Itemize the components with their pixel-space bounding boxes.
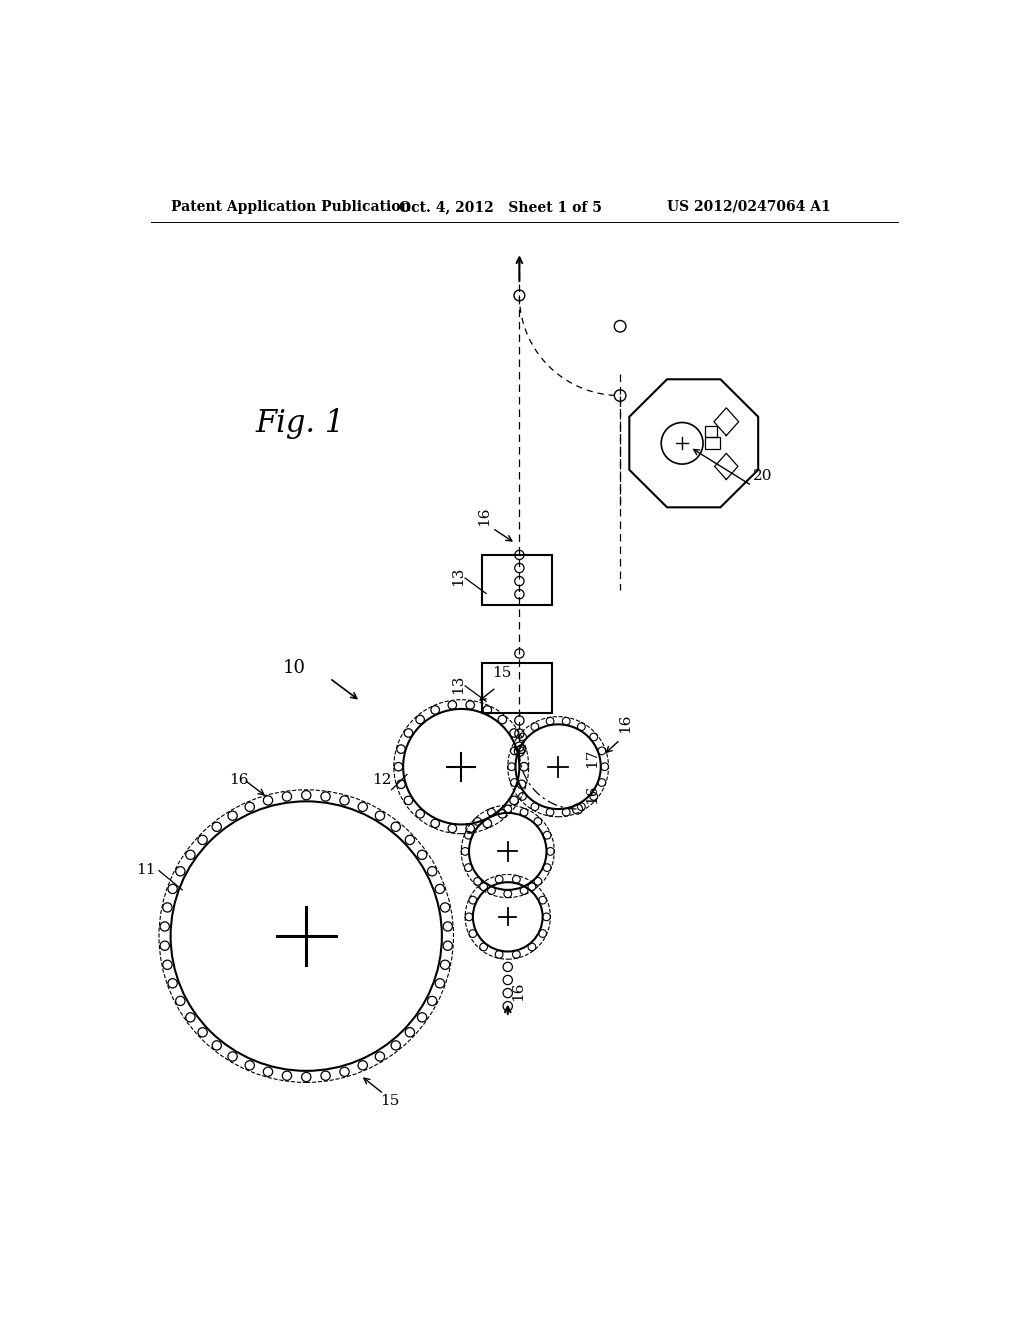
- Text: 16: 16: [617, 713, 632, 733]
- Text: 16: 16: [228, 774, 248, 788]
- Text: Oct. 4, 2012   Sheet 1 of 5: Oct. 4, 2012 Sheet 1 of 5: [399, 199, 602, 214]
- Text: 16: 16: [477, 506, 490, 525]
- Bar: [482, 554, 552, 605]
- Bar: [482, 663, 552, 713]
- Text: 11: 11: [136, 863, 156, 878]
- Text: 13: 13: [452, 568, 465, 586]
- Text: Fig. 1: Fig. 1: [256, 408, 345, 438]
- Text: 10: 10: [283, 659, 306, 677]
- Text: 12: 12: [372, 772, 391, 787]
- Text: 15: 15: [493, 665, 512, 680]
- Text: 16: 16: [586, 785, 599, 804]
- Text: 16: 16: [512, 981, 525, 1001]
- Text: 13: 13: [452, 675, 465, 694]
- Text: Patent Application Publication: Patent Application Publication: [171, 199, 411, 214]
- Text: 15: 15: [380, 1094, 399, 1107]
- Bar: [705, 426, 717, 437]
- Bar: [705, 437, 720, 449]
- Text: 20: 20: [754, 470, 773, 483]
- Text: US 2012/0247064 A1: US 2012/0247064 A1: [667, 199, 830, 214]
- Text: 17: 17: [586, 748, 599, 768]
